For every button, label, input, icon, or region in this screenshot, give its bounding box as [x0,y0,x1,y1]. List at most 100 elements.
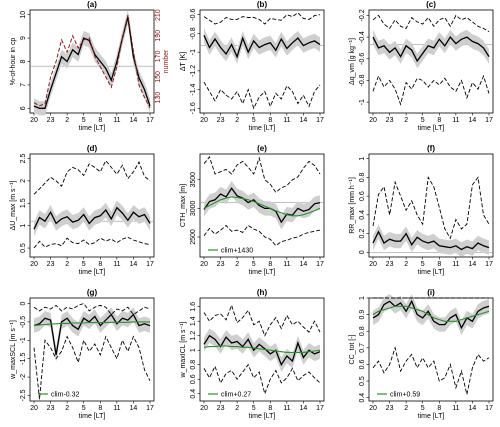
y-tick-label: 1.2 [190,331,197,341]
x-tick-label: 8 [437,261,441,268]
x-tick-label: 17 [485,261,493,268]
x-tick-label: 11 [283,117,290,124]
x-tick-label: 17 [146,117,154,124]
x-tick-label: 8 [98,405,102,412]
x-tick-label: 2 [404,405,408,412]
y-tick-label: 0.4 [359,393,366,403]
y-tick-label: 0.9 [359,310,366,320]
x-tick-label: 8 [98,261,102,268]
y-tick-label: -2.5 [20,389,27,401]
y-tick-label: 7 [20,83,27,87]
series-line-3 [33,335,151,400]
x-axis-label: time [LT] [79,125,106,132]
y2-tick-label: 210 [155,9,162,21]
y-tick-label: 3500 [190,172,197,188]
series-line-2 [33,321,150,327]
series-line-1 [33,313,151,356]
panel-e: (e) 20 23 2 5 8 11 14 17 time [LT] 2500 3000 3500CTH… [180,144,325,276]
series-line-0 [372,14,490,33]
x-tick-label: 14 [130,405,138,412]
panel-c: (c) 20 23 2 5 8 11 14 17 time [LT] -0.2 -0.4 -0.6 -0.… [349,0,494,132]
x-tick-label: 17 [316,405,324,412]
series-line-0 [372,176,490,240]
y-tick-label: 1 [359,296,366,300]
y-tick-label: 2 [20,179,27,183]
y-tick-label: -0.8 [359,74,366,86]
series-line-2 [372,74,490,106]
x-axis-label: time [LT] [249,413,276,420]
x-tick-label: 11 [113,117,120,124]
series-line-2 [33,236,151,249]
series-line-2 [372,305,490,322]
x-tick-label: 17 [316,117,324,124]
x-tick-label: 2 [235,405,239,412]
panel-a: (a) 20 23 2 5 8 11 14 17 time [LT] 6 7 8 9 10 %-of-hour… [10,0,170,132]
x-tick-label: 5 [82,405,86,412]
x-tick-label: 5 [82,117,86,124]
x-tick-label: 11 [452,405,459,412]
x-tick-label: 23 [386,405,394,412]
y-tick-label: 0.2 [359,229,366,239]
series-line-1 [33,15,151,109]
y-axis-label: ΔU_max [m s⁻¹] [10,180,17,230]
x-tick-label: 5 [82,261,86,268]
x-tick-label: 14 [300,261,308,268]
x-tick-label: 11 [283,261,290,268]
panel-label: (i) [427,288,435,297]
x-tick-label: 14 [469,405,477,412]
y-tick-label: 6 [20,106,27,110]
plot-frame [29,153,155,258]
y-tick-label: 0 [20,301,27,305]
x-tick-label: 2 [65,261,69,268]
y-tick-label: 0.4 [190,389,197,399]
x-tick-label: 14 [469,261,477,268]
x-tick-label: 8 [437,405,441,412]
y-tick-label: 1 [190,348,197,352]
panel-label: (b) [257,0,268,9]
series-line-3 [203,363,321,396]
y-tick-label: 1 [20,224,27,228]
plot-frame [368,153,494,258]
x-tick-label: 17 [485,405,493,412]
y-tick-label: -1 [20,337,27,343]
series-line-0 [33,159,151,195]
uncertainty-band [204,328,320,372]
series-line-2 [203,196,321,217]
plot-frame [199,9,325,114]
x-tick-label: 2 [65,405,69,412]
panel-d: (d) 20 23 2 5 8 11 14 17 time [LT] 0.5 1 1.5 2 2.5 ΔU_m… [10,144,155,276]
panel-i: (i) 20 23 2 5 8 11 14 17 time [LT] 0.4 0.5 0.6 0.7 0.8… [349,288,494,420]
x-tick-label: 20 [30,117,38,124]
y-tick-label: 9 [20,36,27,40]
x-tick-label: 23 [47,405,55,412]
panel-label: (d) [87,144,98,153]
y2-tick-label: 130 [155,92,162,104]
y-tick-label: 8 [20,59,27,63]
x-axis-label: time [LT] [418,125,445,132]
x-tick-label: 5 [252,261,256,268]
y-tick-label: 0.6 [359,191,366,201]
x-tick-label: 5 [421,405,425,412]
x-tick-label: 20 [30,405,38,412]
series-line-1 [372,230,490,251]
series-line-3 [372,346,490,395]
series-line-1 [203,187,321,224]
x-tick-label: 20 [30,261,38,268]
y2-tick-label: 170 [155,50,162,62]
y-axis-label: CC_tot [-] [349,334,356,364]
x-tick-label: 20 [369,261,377,268]
y-axis-label: %-of-hour in cp [10,38,17,86]
uncertainty-band [373,294,489,336]
series-line-0 [203,12,321,25]
series-line-2 [203,81,321,110]
x-tick-label: 11 [113,261,120,268]
uncertainty-band [373,29,489,69]
x-tick-label: 2 [235,261,239,268]
x-tick-label: 23 [386,117,394,124]
x-tick-label: 20 [200,261,208,268]
y-tick-label: -1.5 [20,353,27,365]
x-tick-label: 14 [130,261,138,268]
panel-f: (f) 20 23 2 5 8 11 14 17 time [LT] 0 0.2 0.4 0.6 0.8 1 R… [349,144,494,276]
x-tick-label: 17 [485,117,493,124]
